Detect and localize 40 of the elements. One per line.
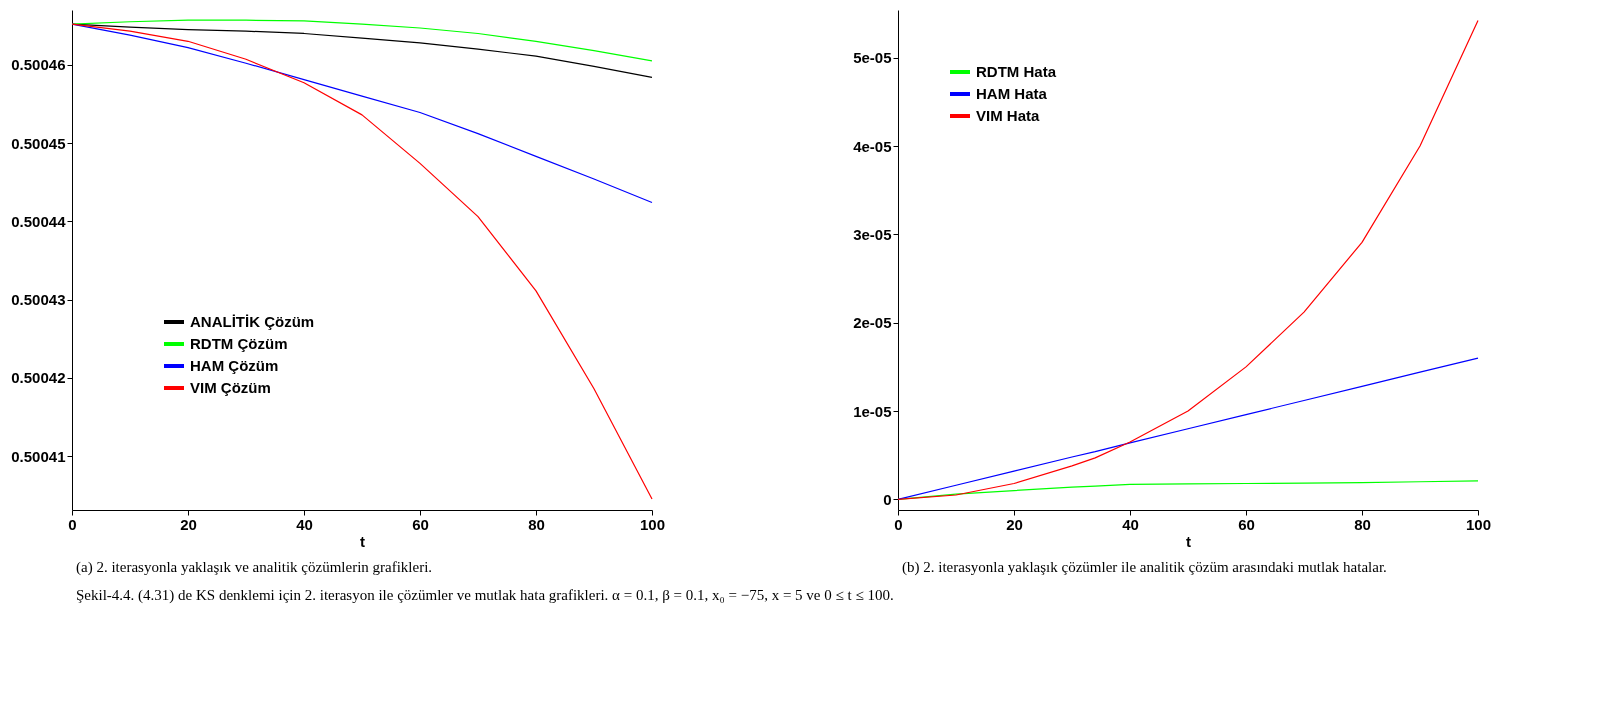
x-tick-label: 60 — [1238, 515, 1255, 533]
x-axis-title: t — [1186, 532, 1191, 550]
y-tick-label: 0.50042 — [11, 369, 66, 387]
y-tick-label: 0.50045 — [11, 134, 66, 152]
x-tick-label: 100 — [1465, 515, 1492, 533]
x-tick-label: 40 — [296, 515, 313, 533]
x-tick-label: 20 — [180, 515, 197, 533]
legend-label: RDTM Çözüm — [190, 335, 288, 352]
y-tick-label: 1e-05 — [853, 402, 892, 420]
y-tick-label: 4e-05 — [853, 137, 892, 155]
y-tick-label: 3e-05 — [853, 225, 892, 243]
legend-label: VIM Çözüm — [190, 379, 271, 396]
line-series — [897, 357, 1479, 500]
x-tick-label: 100 — [639, 515, 666, 533]
x-tick-label: 80 — [1354, 515, 1371, 533]
text: (b) 2. iterasyonla yaklaşık çözümler ile analitik çözüm arasındaki mutlak hatalar. — [902, 559, 1387, 576]
y-tick-label: 5e-05 — [853, 49, 892, 67]
legend-label: ANALİTİK Çözüm — [190, 313, 315, 330]
text: (a) 2. iterasyonla yaklaşık ve analitik çözümlerin grafikleri. — [76, 559, 433, 576]
y-tick-label: 2e-05 — [853, 314, 892, 332]
x-tick-label: 20 — [1006, 515, 1023, 533]
legend-label: RDTM Hata — [976, 63, 1057, 80]
x-axis-title: t — [360, 532, 365, 550]
x-tick-label: 0 — [894, 515, 903, 533]
x-tick-label: 80 — [528, 515, 545, 533]
y-tick-label: 0.50046 — [11, 56, 66, 74]
y-tick-label: 0 — [883, 490, 892, 508]
x-tick-label: 60 — [412, 515, 429, 533]
y-tick-label: 0.50041 — [11, 447, 66, 465]
line-series — [71, 23, 653, 500]
legend-label: HAM Çözüm — [190, 357, 279, 374]
y-tick-label: 0.50043 — [11, 291, 66, 309]
legend-label: VIM Hata — [976, 107, 1040, 124]
x-tick-label: 40 — [1122, 515, 1139, 533]
x-tick-label: 0 — [68, 515, 77, 533]
y-tick-label: 0.50044 — [11, 212, 67, 230]
line-series — [897, 20, 1479, 500]
legend-label: HAM Hata — [976, 85, 1048, 102]
text: Şekil-4.4. (4.31) de KS denklemi için 2. iterasyon ile çözümler ve mutlak hata grafikleri. α = 0.1, β = 0.1, x₀ = −75, x = 5 ve 0 ≤ t ≤ 100. — [76, 587, 894, 604]
line-series — [71, 19, 653, 62]
